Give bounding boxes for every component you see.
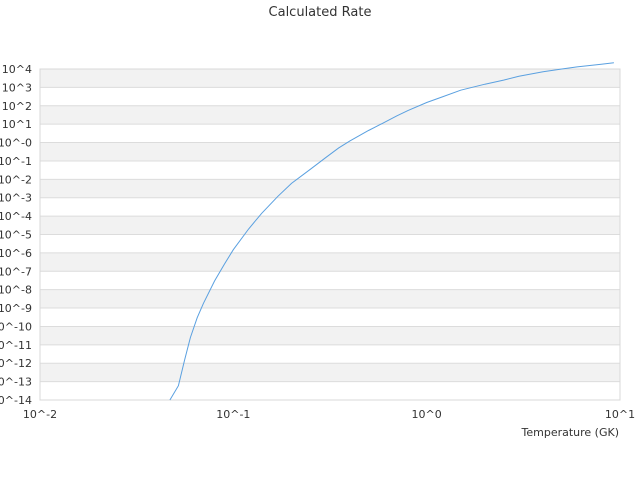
plot-background-bands — [40, 69, 620, 400]
plot-band — [40, 179, 620, 198]
y-tick-label: 10^-3 — [0, 192, 32, 205]
x-tick-label: 10^1 — [605, 408, 635, 421]
x-tick-label: 10^-1 — [216, 408, 250, 421]
plot-band — [40, 216, 620, 235]
y-tick-label: 10^-9 — [0, 302, 32, 315]
y-tick-label: 10^-10 — [0, 320, 32, 333]
x-axis-label: Temperature (GK) — [521, 426, 620, 439]
plot-band — [40, 271, 620, 290]
y-tick-label: 10^-8 — [0, 284, 32, 297]
plot-band — [40, 363, 620, 382]
y-tick-label: 10^-6 — [0, 247, 32, 260]
plot-band — [40, 308, 620, 327]
y-tick-label: 10^-12 — [0, 357, 32, 370]
plot-band — [40, 69, 620, 88]
y-tick-label: 10^-0 — [0, 137, 32, 150]
plot-band — [40, 105, 620, 125]
y-tick-label: 10^2 — [2, 100, 32, 113]
y-tick-label: 10^1 — [2, 118, 32, 131]
y-tick-label: 10^3 — [2, 81, 32, 94]
y-tick-label: 10^-13 — [0, 376, 32, 389]
plot-band — [40, 289, 620, 309]
y-axis-ticks: 10^4 10^3 10^2 10^1 10^-0 10^-1 10^-2 10^-3 10^-… — [0, 63, 32, 407]
plot-border — [39, 68, 621, 401]
x-axis-ticks: 10^-2 10^-1 10^0 10^1 — [23, 408, 635, 421]
plot-band — [40, 197, 620, 217]
y-tick-label: 10^-4 — [0, 210, 32, 223]
x-tick-label: 10^0 — [412, 408, 442, 421]
rate-series-line — [169, 62, 614, 401]
plot-band — [40, 160, 620, 180]
y-tick-label: 10^-5 — [0, 229, 32, 242]
y-tick-label: 10^-1 — [0, 155, 32, 168]
y-tick-label: 10^-2 — [0, 173, 32, 186]
plot-band — [40, 381, 620, 400]
y-tick-label: 10^-11 — [0, 339, 32, 352]
plot-band — [40, 234, 620, 253]
plot-band — [40, 142, 620, 161]
plot-band — [40, 252, 620, 272]
chart-title: Calculated Rate — [269, 5, 372, 20]
y-tick-label: 10^-14 — [0, 394, 32, 407]
plot-band — [40, 326, 620, 345]
y-tick-label: 10^-7 — [0, 265, 32, 278]
plot-band — [40, 124, 620, 143]
y-tick-label: 10^4 — [2, 63, 32, 76]
plot-band — [40, 87, 620, 106]
x-tick-label: 10^-2 — [23, 408, 57, 421]
plot-band — [40, 344, 620, 364]
